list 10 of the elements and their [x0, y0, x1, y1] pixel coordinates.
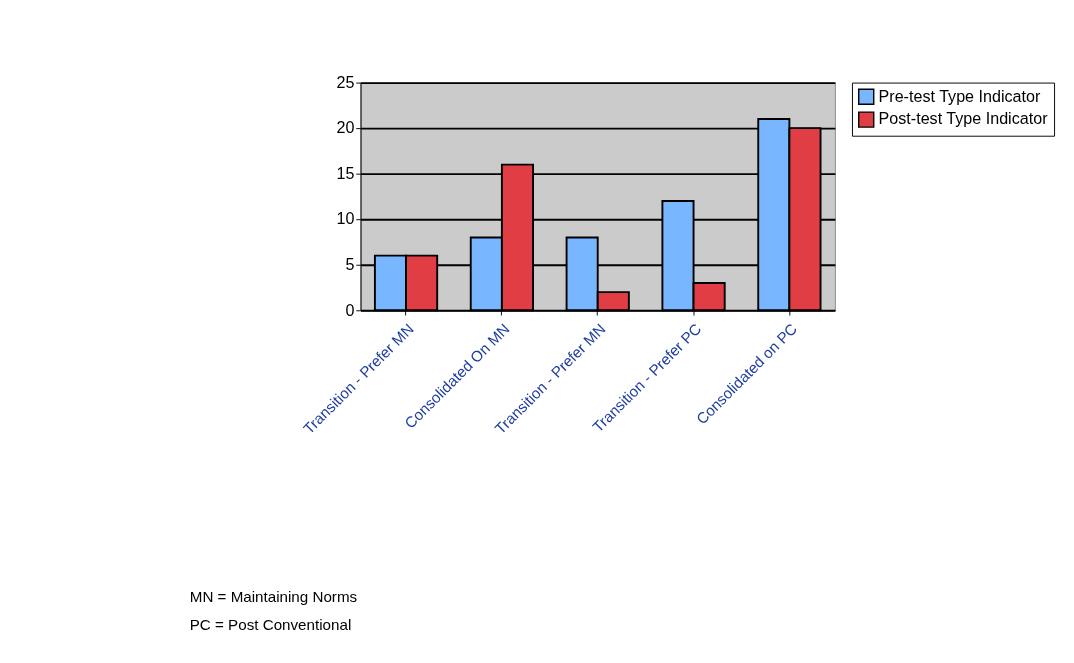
text: MN = Maintaining Norms [189, 587, 358, 605]
y-tick-label: 0 [345, 300, 355, 319]
y-tick-label: 5 [345, 254, 355, 273]
y-tick-label: 10 [336, 209, 355, 228]
legend-label: Pre-test Type Indicator [878, 86, 1041, 105]
legend-label: Post-test Type Indicator [878, 109, 1049, 128]
y-tick-label: 25 [336, 72, 355, 91]
y-tick-label: 20 [336, 118, 355, 137]
y-tick-label: 15 [336, 163, 355, 182]
text: PC = Post Conventional [189, 616, 352, 634]
